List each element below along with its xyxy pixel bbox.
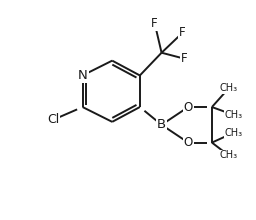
Text: F: F [181, 52, 188, 65]
Text: F: F [151, 17, 158, 30]
Text: Cl: Cl [47, 113, 59, 126]
Text: B: B [157, 118, 166, 131]
Text: O: O [184, 136, 193, 149]
Text: CH₃: CH₃ [220, 83, 238, 93]
Text: O: O [184, 101, 193, 114]
Text: CH₃: CH₃ [225, 128, 243, 138]
Text: CH₃: CH₃ [220, 150, 238, 160]
Text: N: N [78, 69, 88, 82]
Text: CH₃: CH₃ [225, 110, 243, 120]
Text: F: F [179, 26, 186, 39]
